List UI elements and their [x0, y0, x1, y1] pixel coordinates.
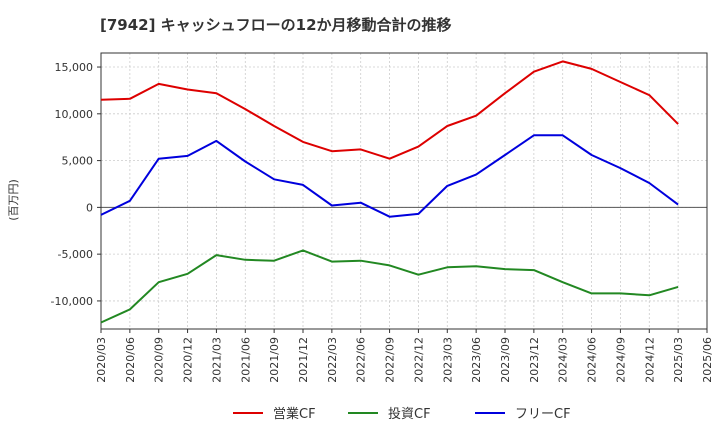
- x-tick-label: 2020/03: [95, 337, 108, 383]
- y-tick-label: -10,000: [51, 295, 93, 308]
- series-line-1: [100, 249, 679, 324]
- x-tick-label: 2022/03: [326, 337, 339, 383]
- y-tick-label: 5,000: [62, 155, 94, 168]
- x-tick-label: 2020/06: [124, 337, 137, 383]
- legend-label-2: フリーCF: [515, 407, 571, 422]
- x-tick-label: 2020/12: [182, 337, 195, 383]
- x-tick-label: 2021/12: [297, 337, 310, 383]
- y-tick-label: 15,000: [55, 61, 94, 74]
- y-tick-label: 0: [86, 201, 93, 214]
- legend-label-0: 営業CF: [273, 406, 316, 422]
- x-tick-label: 2025/03: [672, 337, 685, 383]
- x-tick-label: 2022/09: [384, 337, 397, 383]
- y-axis-label: (百万円): [7, 179, 20, 221]
- series-line-0: [100, 60, 679, 160]
- legend-label-1: 投資CF: [388, 406, 431, 422]
- x-tick-label: 2021/09: [268, 337, 281, 383]
- x-tick-label: 2024/06: [586, 337, 599, 383]
- x-tick-label: 2023/06: [470, 337, 483, 383]
- x-tick-label: 2024/12: [643, 337, 656, 383]
- x-tick-label: 2023/03: [441, 337, 454, 383]
- x-tick-label: 2025/06: [701, 337, 714, 383]
- chart-title: [7942] キャッシュフローの12か月移動合計の推移: [100, 16, 452, 34]
- y-axis: 15,000 10,000 5,000 0 -5,000 -10,000: [51, 61, 101, 308]
- x-tick-label: 2020/09: [153, 337, 166, 383]
- y-tick-label: 10,000: [55, 108, 94, 121]
- x-tick-label: 2024/03: [557, 337, 570, 383]
- x-tick-label: 2022/06: [355, 337, 368, 383]
- x-tick-label: 2024/09: [614, 337, 627, 383]
- series-line-2: [100, 134, 679, 218]
- plot-frame: [100, 52, 708, 330]
- x-tick-label: 2021/06: [239, 337, 252, 383]
- grid-lines: [100, 53, 708, 329]
- x-axis: 2020/03 2020/06 2020/09 2020/12 2021/03 2021/…: [95, 329, 714, 383]
- x-tick-label: 2021/03: [210, 337, 223, 383]
- series-lines: [100, 60, 679, 324]
- x-tick-label: 2023/12: [528, 337, 541, 383]
- legend: 営業CF 投資CF フリーCF: [233, 406, 571, 422]
- y-tick-label: -5,000: [58, 248, 93, 261]
- x-tick-label: 2022/12: [412, 337, 425, 383]
- x-tick-label: 2023/09: [499, 337, 512, 383]
